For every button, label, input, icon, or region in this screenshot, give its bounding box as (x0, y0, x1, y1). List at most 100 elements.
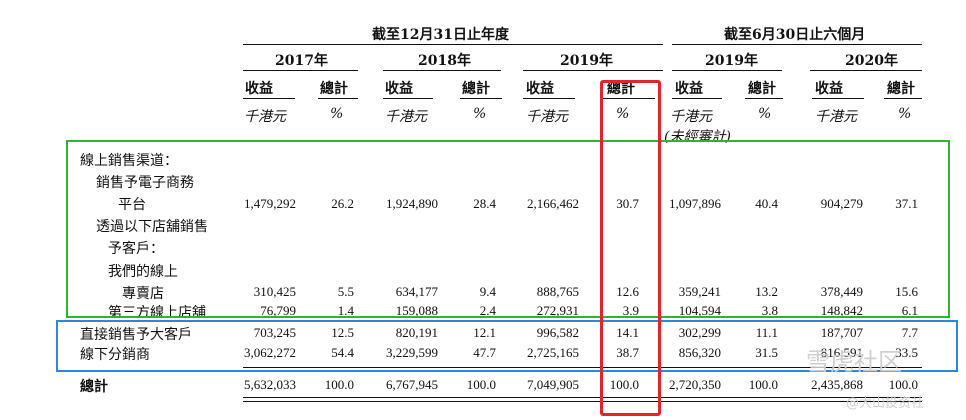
label-own-online-line1: 我們的線上 (108, 264, 178, 280)
label-ecommerce-line1: 銷售予電子商務 (96, 175, 194, 191)
cell: 187,707 (820, 325, 863, 340)
cell: 6.1 (901, 303, 918, 318)
watermark-account-text: @大山投资社 (846, 396, 925, 411)
total-double-rule-1 (243, 397, 922, 398)
cell: 3,229,599 (386, 345, 438, 360)
col-underline (672, 98, 722, 99)
cell: 1,097,896 (669, 196, 721, 211)
cell: 272,931 (536, 303, 579, 318)
unit-percent-2019-h1: % (758, 106, 772, 122)
year-underline-2019 (523, 70, 663, 71)
cell: 9.4 (479, 284, 496, 299)
cell: 1.4 (337, 303, 354, 318)
cell: 904,279 (820, 196, 863, 211)
col-revenue-2018: 收益 (385, 81, 413, 97)
year-2018: 2018年 (418, 53, 471, 69)
cell: 7.7 (901, 325, 918, 340)
col-revenue-2020-h1: 收益 (815, 81, 843, 97)
cell: 5,632,033 (244, 377, 296, 392)
cell: 12.6 (616, 284, 639, 299)
cell: 703,245 (253, 325, 296, 340)
cell: 100.0 (609, 377, 639, 392)
col-underline (745, 98, 783, 99)
unit-percent-2017: % (330, 106, 344, 122)
cell: 100.0 (466, 377, 496, 392)
cell: 14.1 (616, 325, 639, 340)
cell: 820,191 (395, 325, 438, 340)
watermark-logo-text: 雪虎社区 (806, 348, 902, 376)
cell: 47.7 (473, 345, 496, 360)
cell: 3.8 (761, 303, 778, 318)
cell: 996,582 (536, 325, 579, 340)
cell: 2,435,868 (811, 377, 863, 392)
cell: 634,177 (395, 284, 438, 299)
year-2020-h1: 2020年 (845, 53, 898, 69)
header-underline-six-months (672, 44, 922, 45)
year-2019-h1: 2019年 (705, 53, 758, 69)
green-highlight-box (66, 140, 950, 318)
cell: 100.0 (748, 377, 778, 392)
unit-currency-2020-h1: 千港元 (815, 109, 857, 125)
header-group-annual: 截至12月31日止年度 (372, 27, 509, 43)
cell: 888,765 (536, 284, 579, 299)
cell: 2,725,165 (527, 345, 579, 360)
cell: 359,241 (678, 284, 721, 299)
unit-percent-2019: % (616, 106, 630, 122)
cell: 28.4 (473, 196, 496, 211)
col-total-2017: 總計 (320, 81, 348, 97)
col-underline (243, 98, 295, 99)
label-ecommerce-line2: 平台 (118, 197, 146, 213)
label-via-stores-line2: 予客戶： (108, 241, 164, 257)
cell: 37.1 (895, 196, 918, 211)
cell: 816,591 (820, 345, 863, 360)
header-group-six-months: 截至6月30日止六個月 (724, 27, 866, 43)
year-2017: 2017年 (275, 53, 328, 69)
col-underline (603, 98, 655, 99)
col-total-2020-h1: 總計 (887, 81, 915, 97)
label-offline: 線下分銷商 (80, 347, 150, 363)
header-underline-annual (243, 44, 663, 45)
cell: 378,449 (820, 284, 863, 299)
col-underline (383, 98, 433, 99)
cell: 310,425 (253, 284, 296, 299)
cell: 100.0 (324, 377, 354, 392)
cell: 54.4 (331, 345, 354, 360)
col-revenue-2019: 收益 (526, 81, 554, 97)
unit-currency-2019: 千港元 (526, 109, 568, 125)
cell: 12.1 (473, 325, 496, 340)
col-total-2019-h1: 總計 (748, 81, 776, 97)
cell: 76,799 (260, 303, 296, 318)
cell: 15.6 (895, 284, 918, 299)
cell: 12.5 (331, 325, 354, 340)
cell: 11.1 (755, 325, 778, 340)
cell: 30.7 (616, 196, 639, 211)
col-underline (460, 98, 502, 99)
unit-percent-2018: % (473, 106, 487, 122)
col-underline (523, 98, 575, 99)
unit-currency-2018: 千港元 (385, 109, 427, 125)
col-total-2018: 總計 (462, 81, 490, 97)
cell: 5.5 (337, 284, 354, 299)
cell: 3.9 (622, 303, 639, 318)
cell: 1,479,292 (244, 196, 296, 211)
unit-percent-2020-h1: % (898, 106, 912, 122)
label-online-channels: 線上銷售渠道： (80, 153, 178, 169)
total-top-rule (243, 367, 922, 368)
blue-highlight-box (56, 320, 958, 372)
cell: 1,924,890 (386, 196, 438, 211)
cell: 856,320 (678, 345, 721, 360)
cell: 40.4 (755, 196, 778, 211)
year-underline-2019-h1 (672, 70, 782, 71)
col-total-2019: 總計 (607, 81, 635, 97)
col-underline (884, 98, 922, 99)
label-grand-total: 總計 (80, 379, 108, 395)
cell: 31.5 (755, 345, 778, 360)
year-2019: 2019年 (560, 53, 613, 69)
cell: 2.4 (479, 303, 496, 318)
col-underline (318, 98, 358, 99)
cell: 6,767,945 (386, 377, 438, 392)
unit-currency-2017: 千港元 (244, 109, 286, 125)
label-via-stores-line1: 透過以下店舖銷售 (96, 219, 208, 235)
label-key-accounts: 直接銷售予大客戶 (80, 327, 192, 343)
cell: 2,720,350 (669, 377, 721, 392)
